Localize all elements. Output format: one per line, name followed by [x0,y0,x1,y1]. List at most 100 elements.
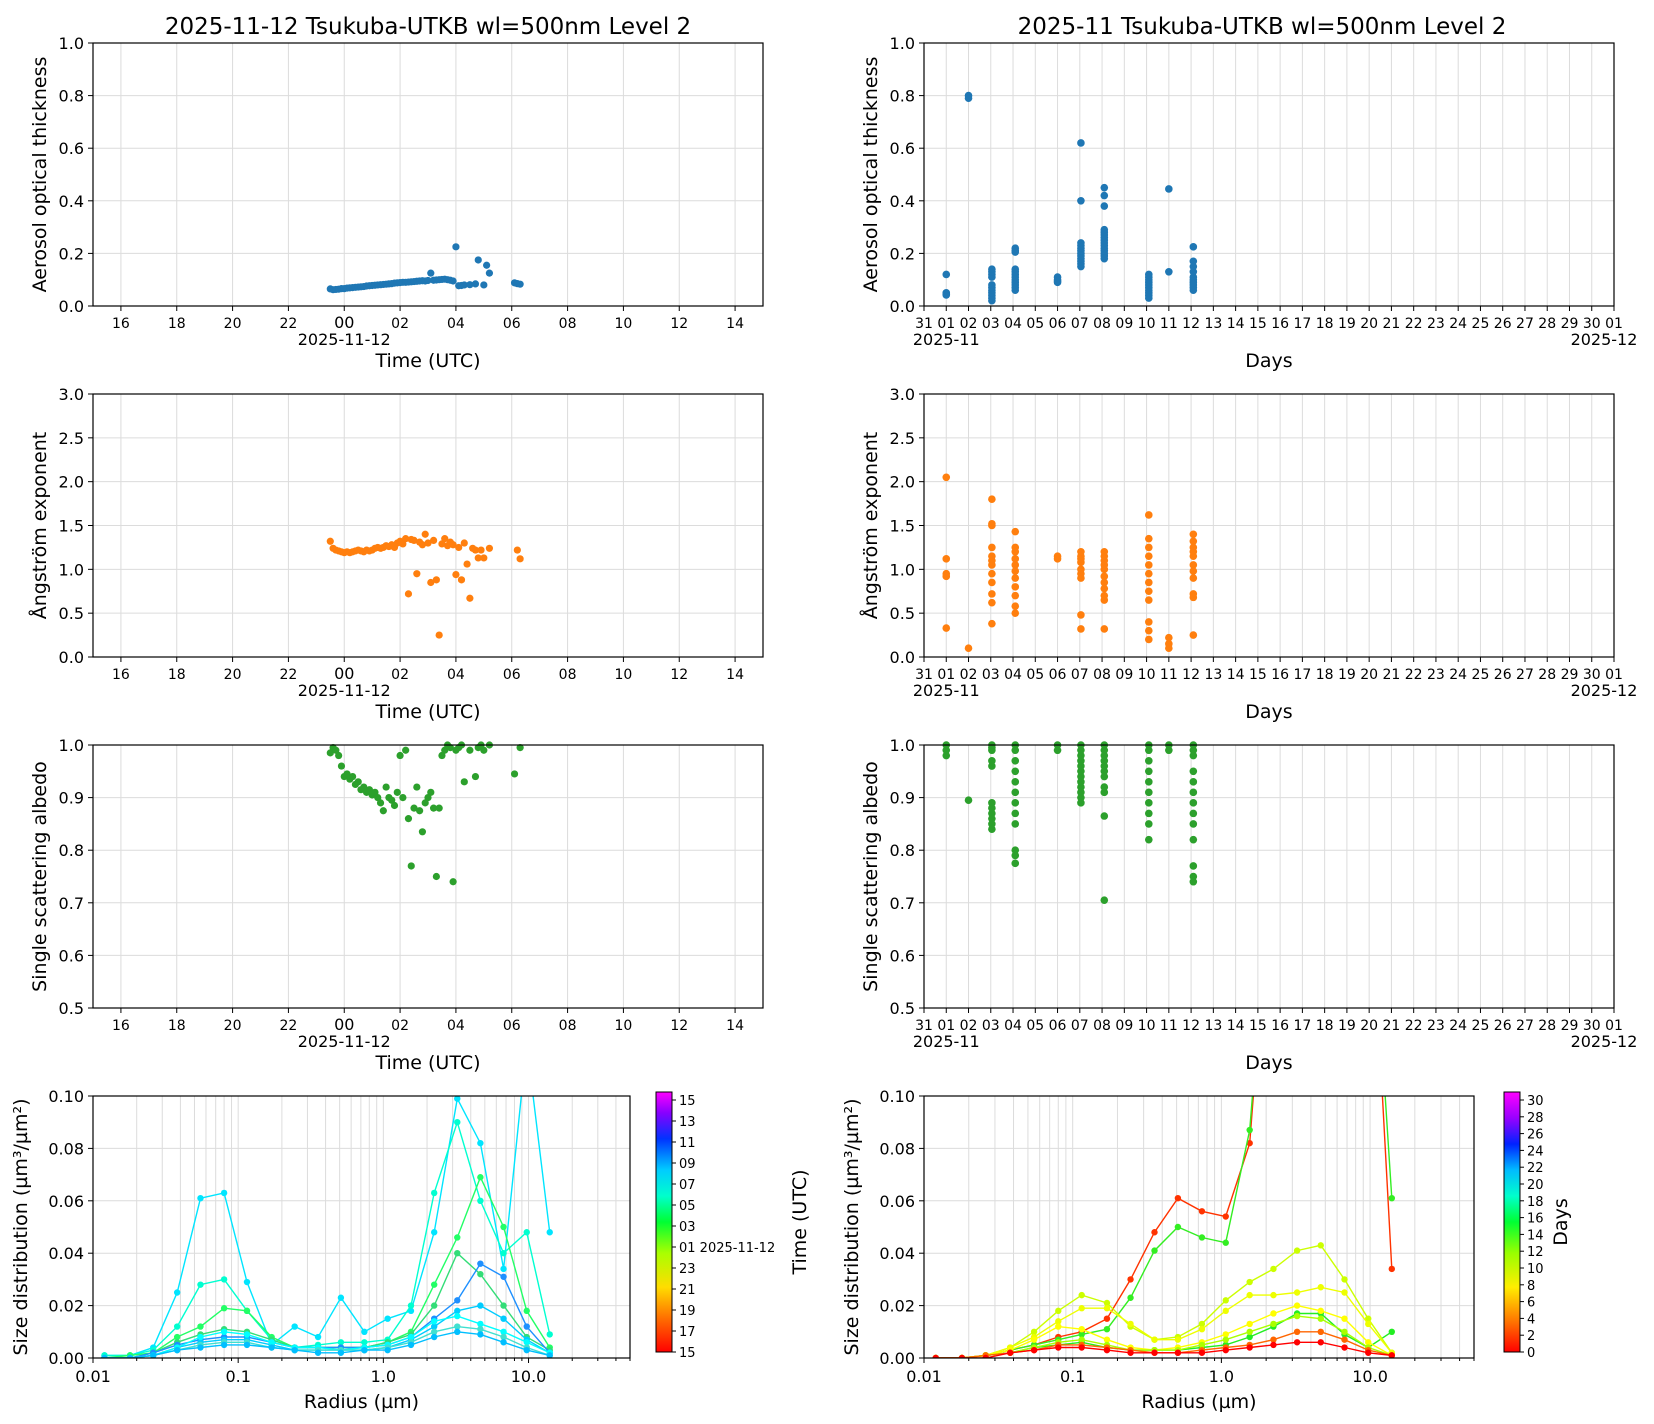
series-point [1198,1208,1206,1215]
colorbar-time-gradient [655,1091,673,1353]
x-tick-label: 02 [960,667,978,683]
series-point [1078,1291,1085,1299]
x-tick-label: 14 [1227,316,1245,332]
data-point [477,546,485,554]
series-point [500,1265,507,1273]
series-point [220,1189,228,1197]
series-point [1365,1320,1372,1328]
series-point [1222,1331,1229,1338]
x-tick-label: 20 [1360,667,1378,683]
series-point [1293,1289,1301,1296]
x-tick-label: 0.1 [1060,1367,1085,1386]
x-tick-label: 27 [1516,1018,1534,1034]
x-tick-label: 04 [447,1018,465,1034]
series-point [477,1139,484,1147]
data-point [1077,778,1085,786]
series-point [1317,1242,1324,1249]
data-point [1165,268,1173,276]
data-point [988,743,996,752]
y-tick-label: 0.8 [890,841,915,860]
x-tick-label: 04 [1004,667,1022,683]
x-tick-label: 04 [447,667,465,683]
series-point [173,1333,181,1341]
series-point [430,1323,438,1330]
series-layer [932,1096,1395,1358]
y-tick-label: 0.8 [59,841,84,860]
series-point [1341,1289,1348,1296]
series-point [477,1197,484,1205]
y-tick-label: 0.2 [59,244,84,263]
x-tick-label: 20 [1360,1018,1378,1034]
data-point [1077,548,1085,556]
series-point [477,1320,484,1328]
series-line [104,1331,550,1358]
x-tick-label: 14 [726,667,744,683]
series-line [935,1286,1393,1358]
series-point [150,1352,157,1358]
series-point [407,1341,415,1349]
x-tick-label: 29 [1561,316,1579,332]
colorbar-days-label: Days [1550,1198,1572,1245]
x-tick-label: 25 [1472,316,1490,332]
data-point [988,519,996,528]
data-point [1077,772,1085,781]
series-point [1078,1344,1085,1351]
series-line [935,1244,1393,1358]
data-point [1165,185,1173,193]
series-point [523,1307,530,1315]
data-point [1189,746,1198,755]
data-point [1145,569,1153,578]
x-tick-label: 01 [937,1018,955,1034]
x-tick-label: 02 [391,316,409,332]
series-point [197,1194,204,1202]
series-point [454,1250,461,1257]
data-point [1145,596,1153,604]
series-point [1055,1318,1062,1325]
x-axis-label: Radius (µm) [1141,1391,1256,1413]
data-point [1100,772,1109,781]
colorbar-tick-label: 30 [1527,1094,1544,1109]
series-point [220,1341,228,1349]
series-point [1317,1315,1324,1322]
x-tick-label: 11 [1160,316,1178,332]
x-tick-label: 22 [280,316,298,332]
x-tick-label: 02 [391,1018,409,1034]
y-tick-label: 0.02 [879,1297,915,1316]
y-axis-label: Ångström exponent [859,432,882,620]
data-point [1053,552,1062,560]
data-point [402,746,410,754]
data-point [1189,809,1198,818]
data-point [988,619,996,628]
data-point [452,243,460,251]
colorbar-tick-label: 12 [1527,1245,1544,1260]
series-point [384,1315,391,1322]
panel-aot_daily: 16 18 20 22 00 02 04 06 08 10 12 14 0.0 0.2 0.4 0.6 0.8 1… [29,34,764,372]
y-tick-label: 3.0 [59,385,84,404]
data-point [1189,631,1198,639]
data-point [1100,225,1109,234]
y-tick-label: 0.10 [48,1087,84,1106]
data-point [404,815,413,823]
x-tick-label: 23 [1427,316,1445,332]
x-tick-label: 28 [1538,667,1556,683]
data-point [1145,511,1153,519]
series-point [523,1346,530,1354]
colorbar-tick-label: 20 [1527,1178,1544,1193]
colorbar-tick-label: 09 [679,1157,696,1172]
x-tick-label: 02 [960,316,978,332]
data-point [510,770,519,778]
x-tick-label: 05 [1026,316,1044,332]
data-point [1011,567,1020,575]
data-point [1100,751,1109,760]
data-point [1011,543,1020,552]
data-point [1189,778,1198,786]
series-point [1365,1349,1372,1356]
data-point [1011,591,1020,600]
series-point [243,1307,251,1315]
series-point [1388,1265,1395,1273]
x-tick-label: 04 [447,316,465,332]
x-tick-label: 02 [391,667,409,683]
x-tick-label: 06 [1049,316,1067,332]
x-tick-label: 1.0 [371,1367,396,1386]
